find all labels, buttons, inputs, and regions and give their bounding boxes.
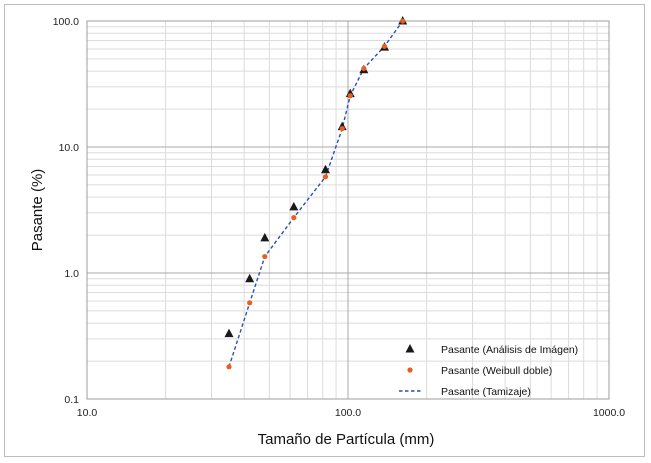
chart-frame — [4, 4, 645, 457]
legend-label: Pasante (Weibull doble) — [441, 365, 552, 377]
y-tick-label: 10.0 — [59, 142, 80, 154]
y-tick-label: 100.0 — [53, 16, 79, 28]
legend-item-tamizaje: Pasante (Tamizaje) — [399, 386, 531, 398]
x-tick-label: 100.0 — [335, 407, 361, 419]
legend-item-weibull-doble: Pasante (Weibull doble) — [407, 365, 552, 377]
series-line-tamizaje — [228, 20, 404, 368]
x-tick-label: 10.0 — [77, 407, 98, 419]
legend-label: Pasante (Tamizaje) — [441, 386, 531, 398]
circle-point-weibull-doble — [339, 125, 345, 132]
y-tick-label: 1.0 — [64, 268, 79, 280]
circle-point-weibull-doble — [400, 18, 406, 24]
triangle-point-analisis-imagen — [260, 232, 270, 242]
x-tick-labels: 10.0 100.0 1000.0 — [77, 407, 625, 419]
y-tick-label: 0.1 — [64, 394, 79, 406]
legend-circle-marker — [407, 367, 413, 373]
circle-point-weibull-doble — [226, 364, 232, 370]
circle-point-weibull-doble — [347, 93, 353, 99]
plot-area-border — [86, 20, 610, 400]
y-tick-labels: 0.1 1.0 10.0 100.0 — [53, 16, 79, 406]
circle-point-weibull-doble — [247, 300, 253, 306]
circle-point-weibull-doble — [322, 174, 329, 180]
legend-label: Pasante (Análisis de Imágen) — [441, 344, 578, 356]
series-layer — [224, 16, 408, 370]
circle-point-weibull-doble — [262, 253, 268, 260]
legend: Pasante (Análisis de Imágen) Pasante (We… — [399, 344, 578, 398]
x-axis-title: Tamaño de Partícula (mm) — [258, 431, 435, 448]
triangle-point-analisis-imagen — [245, 273, 255, 283]
circle-point-weibull-doble — [361, 65, 367, 72]
triangle-point-analisis-imagen — [321, 164, 331, 174]
circle-point-weibull-doble — [291, 215, 297, 221]
y-axis-title: Pasante (%) — [29, 169, 46, 252]
circle-point-weibull-doble — [381, 43, 388, 49]
legend-item-analisis-imagen: Pasante (Análisis de Imágen) — [405, 344, 578, 356]
legend-triangle-marker — [405, 344, 415, 353]
x-tick-label: 1000.0 — [593, 407, 625, 419]
triangle-point-analisis-imagen — [289, 201, 299, 211]
triangle-point-analisis-imagen — [224, 328, 234, 338]
